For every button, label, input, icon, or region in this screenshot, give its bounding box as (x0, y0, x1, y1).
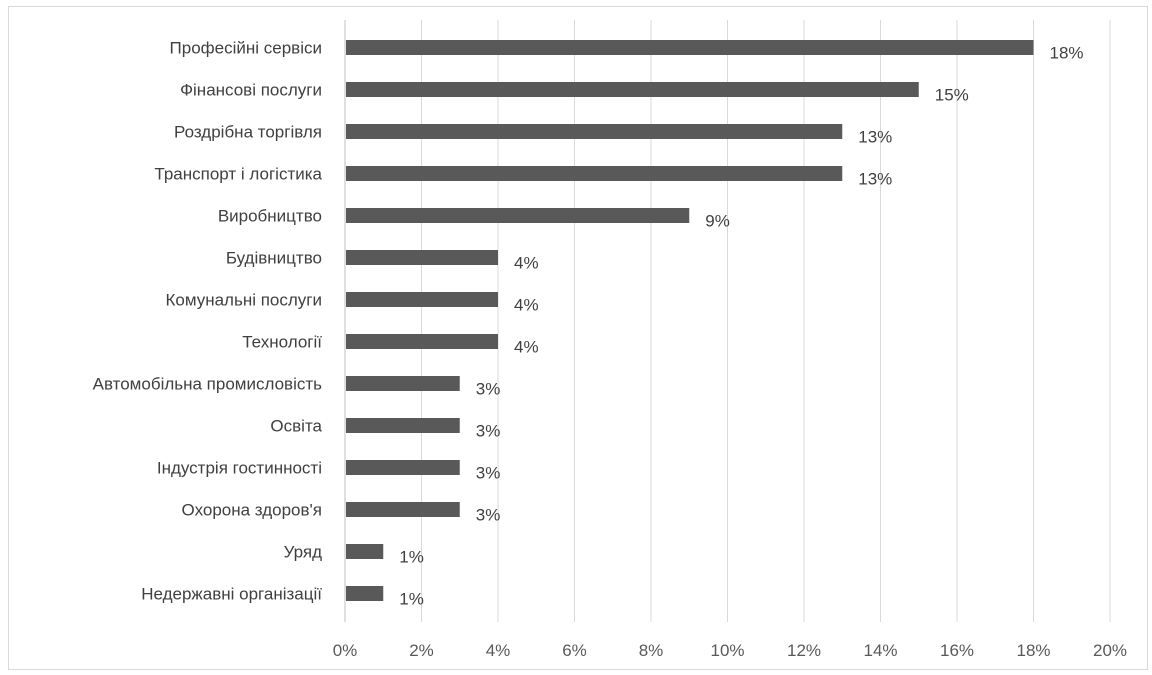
x-tick-label: 16% (940, 641, 974, 660)
bar (346, 418, 460, 433)
data-label: 3% (476, 464, 501, 483)
category-label: Транспорт і логістика (154, 165, 322, 184)
bar (346, 250, 498, 265)
x-tick-label: 12% (787, 641, 821, 660)
x-tick-label: 6% (562, 641, 587, 660)
bar (346, 166, 843, 181)
bar (346, 334, 498, 349)
bar (346, 544, 384, 559)
bars (346, 40, 1034, 601)
data-label: 3% (476, 422, 501, 441)
data-label: 13% (858, 170, 892, 189)
data-label: 4% (514, 296, 539, 315)
bar (346, 376, 460, 391)
bar (346, 586, 384, 601)
bar (346, 292, 498, 307)
gridlines (344, 20, 1111, 622)
category-label: Роздрібна торгівля (174, 123, 322, 142)
data-label: 4% (514, 338, 539, 357)
category-label: Освіта (270, 417, 322, 436)
bar (346, 208, 690, 223)
category-label: Комунальні послуги (165, 291, 322, 310)
x-tick-label: 0% (333, 641, 358, 660)
x-tick-label: 18% (1016, 641, 1050, 660)
bar (346, 40, 1034, 55)
data-label: 15% (935, 86, 969, 105)
data-label: 18% (1050, 44, 1084, 63)
category-label: Виробництво (218, 207, 322, 226)
bar (346, 460, 460, 475)
x-tick-label: 20% (1093, 641, 1127, 660)
data-label: 1% (399, 548, 424, 567)
category-label: Індустрія гостинності (157, 459, 322, 478)
data-label: 13% (858, 128, 892, 147)
category-labels: Професійні сервіси Фінансові послуги Роздр… (93, 39, 323, 604)
data-label: 3% (476, 506, 501, 525)
x-tick-label: 4% (486, 641, 511, 660)
category-label: Недержавні організації (141, 585, 322, 604)
chart-frame (8, 6, 1148, 670)
category-label: Уряд (284, 543, 323, 562)
x-tick-label: 2% (409, 641, 434, 660)
category-label: Професійні сервіси (170, 39, 322, 58)
bar (346, 124, 843, 139)
data-label: 4% (514, 254, 539, 273)
category-label: Будівництво (226, 249, 322, 268)
x-tick-label: 14% (863, 641, 897, 660)
value-labels: 18% 15% 13% 13% 9% 4% 4% 4% 3% 3% 3% 3% 1% 1% (399, 44, 1083, 609)
x-tick-label: 10% (710, 641, 744, 660)
data-label: 1% (399, 590, 424, 609)
category-label: Технології (242, 333, 322, 352)
bar (346, 82, 919, 97)
data-label: 9% (705, 212, 730, 231)
category-label: Охорона здоров'я (182, 501, 322, 520)
category-label: Автомобільна промисловість (93, 375, 323, 394)
category-label: Фінансові послуги (180, 81, 322, 100)
bar (346, 502, 460, 517)
x-axis-tick-labels: 0% 2% 4% 6% 8% 10% 12% 14% 16% 18% 20% (333, 641, 1127, 660)
data-label: 3% (476, 380, 501, 399)
x-tick-label: 8% (639, 641, 664, 660)
